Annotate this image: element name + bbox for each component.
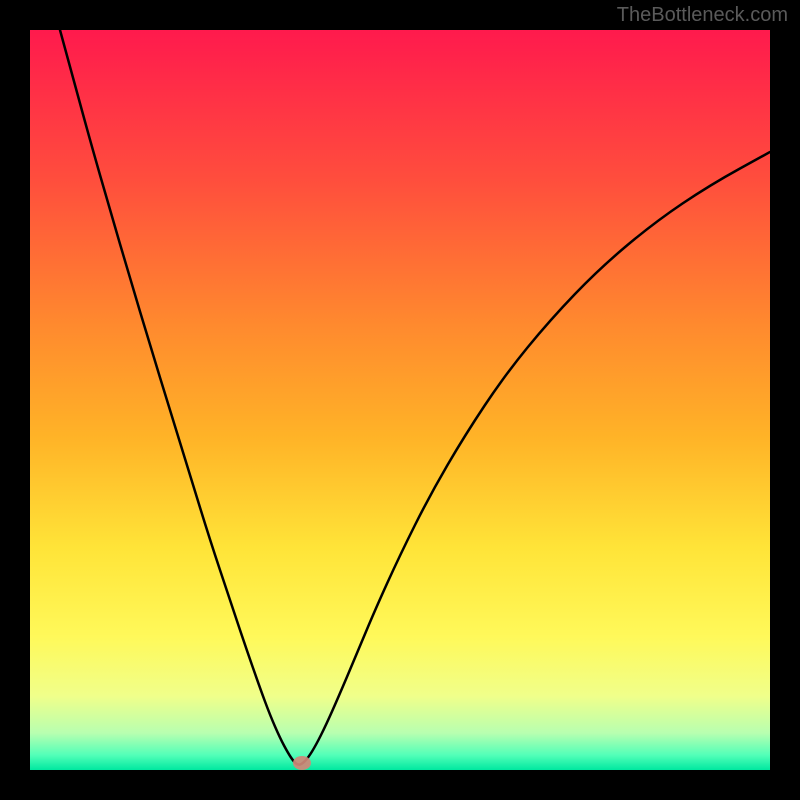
bottleneck-chart: TheBottleneck.com (0, 0, 800, 800)
plot-svg (30, 30, 770, 770)
plot-area (30, 30, 770, 770)
optimal-point-marker (293, 756, 311, 770)
watermark-text: TheBottleneck.com (617, 4, 788, 27)
gradient-background (30, 30, 770, 770)
